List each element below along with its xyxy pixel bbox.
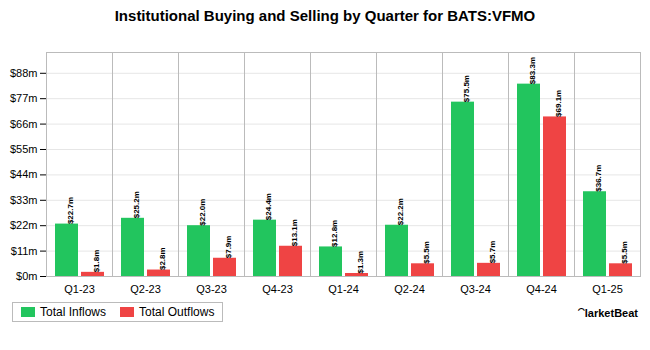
svg-text:Q3-23: Q3-23 xyxy=(196,283,227,295)
svg-text:$22m: $22m xyxy=(10,219,38,231)
html-text:Institutional Buying and Selli: Institutional Buying and Selling by Quar… xyxy=(114,7,536,24)
svg-text:$36.7m: $36.7m xyxy=(594,165,603,192)
svg-text:$55m: $55m xyxy=(10,143,38,155)
html-text:Total Inflows: Total Inflows xyxy=(40,305,106,319)
svg-text:$7.9m: $7.9m xyxy=(224,236,233,259)
svg-text:$33m: $33m xyxy=(10,194,38,206)
html-text:Total Outflows: Total Outflows xyxy=(139,305,215,319)
svg-text:$88m: $88m xyxy=(10,67,38,79)
svg-text:$22.0m: $22.0m xyxy=(198,199,207,226)
svg-text:Q4-24: Q4-24 xyxy=(526,283,557,295)
svg-text:$24.4m: $24.4m xyxy=(264,193,273,220)
svg-text:$22.7m: $22.7m xyxy=(66,197,75,224)
svg-text:Q4-23: Q4-23 xyxy=(262,283,293,295)
svg-text:$83.3m: $83.3m xyxy=(528,57,537,84)
svg-text:Q3-24: Q3-24 xyxy=(460,283,491,295)
svg-text:$69.1m: $69.1m xyxy=(554,90,563,117)
svg-text:$1.8m: $1.8m xyxy=(92,250,101,273)
svg-text:$2.8m: $2.8m xyxy=(158,247,167,270)
svg-text:$5.5m: $5.5m xyxy=(620,241,629,264)
svg-text:Q1-23: Q1-23 xyxy=(64,283,95,295)
svg-text:Q1-24: Q1-24 xyxy=(328,283,359,295)
svg-text:$1.3m: $1.3m xyxy=(356,251,365,274)
svg-text:$13.1m: $13.1m xyxy=(290,219,299,246)
svg-text:Q1-25: Q1-25 xyxy=(592,283,623,295)
svg-text:$75.5m: $75.5m xyxy=(462,75,471,102)
svg-text:$11m: $11m xyxy=(11,245,38,257)
svg-text:$66m: $66m xyxy=(10,118,38,130)
svg-text:Q2-23: Q2-23 xyxy=(130,283,161,295)
svg-text:$77m: $77m xyxy=(10,92,38,104)
svg-text:Q2-24: Q2-24 xyxy=(394,283,425,295)
svg-text:$5.7m: $5.7m xyxy=(488,241,497,264)
svg-text:$5.5m: $5.5m xyxy=(422,241,431,264)
svg-text:$44m: $44m xyxy=(10,168,38,180)
svg-text:$25.2m: $25.2m xyxy=(132,191,141,218)
svg-text:$22.2m: $22.2m xyxy=(396,198,405,225)
html-text:⁀larketBeat: ⁀larketBeat xyxy=(577,306,638,319)
svg-text:$0m: $0m xyxy=(16,270,37,282)
svg-text:$12.8m: $12.8m xyxy=(330,220,339,247)
